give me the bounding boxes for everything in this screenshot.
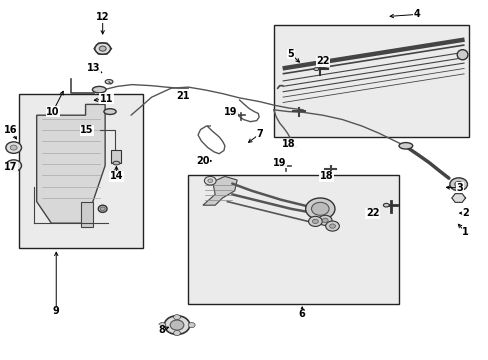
Ellipse shape: [313, 68, 318, 71]
Circle shape: [10, 145, 17, 150]
Circle shape: [312, 219, 318, 224]
Text: 1: 1: [461, 227, 468, 237]
Polygon shape: [37, 104, 105, 223]
Bar: [273, 25, 468, 137]
Ellipse shape: [383, 203, 388, 207]
Circle shape: [204, 176, 216, 185]
Circle shape: [454, 181, 462, 187]
Circle shape: [325, 221, 339, 231]
Text: 19: 19: [272, 158, 286, 168]
Ellipse shape: [456, 50, 467, 60]
Text: 18: 18: [319, 171, 333, 181]
Circle shape: [173, 330, 180, 336]
Circle shape: [159, 323, 165, 328]
Circle shape: [170, 320, 183, 330]
Text: 5: 5: [287, 49, 294, 59]
Text: 10: 10: [46, 107, 60, 117]
Circle shape: [311, 202, 328, 215]
Circle shape: [305, 198, 334, 220]
Text: 2: 2: [461, 208, 468, 218]
Bar: [81, 202, 93, 227]
Ellipse shape: [98, 205, 107, 212]
Circle shape: [173, 315, 180, 320]
Circle shape: [308, 216, 322, 226]
Text: 19: 19: [224, 107, 237, 117]
Circle shape: [207, 179, 212, 183]
Text: 3: 3: [455, 183, 462, 193]
Circle shape: [164, 316, 189, 334]
Bar: [19, 94, 143, 248]
Circle shape: [95, 43, 110, 54]
Text: 14: 14: [109, 171, 123, 181]
Text: 12: 12: [96, 12, 109, 22]
Text: 22: 22: [365, 208, 379, 218]
Ellipse shape: [398, 143, 412, 149]
Text: 4: 4: [413, 9, 420, 19]
Circle shape: [10, 163, 17, 168]
Text: 15: 15: [80, 125, 94, 135]
Ellipse shape: [92, 86, 106, 93]
Circle shape: [449, 178, 467, 191]
Circle shape: [99, 46, 106, 51]
Text: 20: 20: [196, 156, 209, 166]
Text: 16: 16: [4, 125, 18, 135]
Text: 7: 7: [256, 129, 263, 139]
Circle shape: [188, 323, 195, 328]
Ellipse shape: [100, 207, 105, 211]
Ellipse shape: [105, 80, 113, 84]
Circle shape: [329, 224, 335, 228]
Bar: [111, 150, 121, 163]
Text: 21: 21: [176, 91, 190, 101]
Circle shape: [6, 142, 21, 153]
Text: 8: 8: [158, 325, 164, 335]
Circle shape: [318, 215, 331, 225]
Ellipse shape: [103, 109, 116, 114]
Ellipse shape: [113, 161, 120, 165]
Polygon shape: [451, 194, 465, 202]
Bar: [188, 175, 398, 304]
Text: 22: 22: [315, 56, 329, 66]
Text: 9: 9: [53, 306, 60, 316]
Circle shape: [322, 218, 327, 222]
Text: 18: 18: [281, 139, 295, 149]
Text: 13: 13: [87, 63, 101, 73]
Text: 6: 6: [298, 309, 305, 319]
Text: 11: 11: [100, 94, 113, 104]
Text: 17: 17: [4, 162, 18, 172]
Circle shape: [6, 160, 21, 171]
Polygon shape: [203, 176, 237, 205]
